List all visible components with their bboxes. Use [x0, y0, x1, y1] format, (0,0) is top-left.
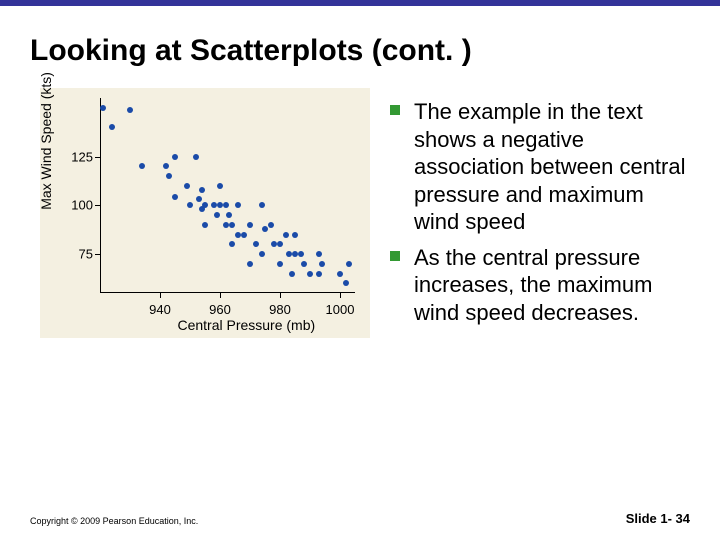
chart-area: Max Wind Speed (kts) Central Pressure (m… [0, 88, 380, 338]
data-point [184, 183, 190, 189]
data-point [277, 261, 283, 267]
x-axis-line [100, 292, 355, 293]
data-point [100, 105, 106, 111]
slide-number: Slide 1- 34 [626, 511, 690, 526]
data-point [163, 163, 169, 169]
x-tick [160, 293, 161, 298]
x-tick-label: 1000 [326, 302, 355, 317]
data-point [214, 212, 220, 218]
data-point [307, 271, 313, 277]
data-point [229, 241, 235, 247]
y-tick [95, 254, 100, 255]
bullet-text: The example in the text shows a negative… [414, 98, 690, 236]
data-point [139, 163, 145, 169]
top-accent-bar [0, 0, 720, 6]
data-point [283, 232, 289, 238]
x-tick [280, 293, 281, 298]
x-tick [220, 293, 221, 298]
data-point [109, 124, 115, 130]
x-tick-label: 940 [149, 302, 171, 317]
data-point [343, 280, 349, 286]
plot-region: 751001259409609801000 [100, 98, 355, 293]
data-point [166, 173, 172, 179]
scatter-chart: Max Wind Speed (kts) Central Pressure (m… [40, 88, 370, 338]
y-axis-line [100, 98, 101, 293]
data-point [229, 222, 235, 228]
data-point [259, 251, 265, 257]
data-point [172, 154, 178, 160]
y-axis-label: Max Wind Speed (kts) [38, 72, 54, 210]
bullet-square-icon [390, 251, 400, 261]
x-tick-label: 980 [269, 302, 291, 317]
data-point [193, 154, 199, 160]
data-point [127, 107, 133, 113]
data-point [259, 202, 265, 208]
data-point [226, 212, 232, 218]
x-axis-label: Central Pressure (mb) [177, 317, 315, 333]
data-point [223, 202, 229, 208]
y-tick-label: 125 [71, 149, 93, 164]
x-tick-label: 960 [209, 302, 231, 317]
data-point [187, 202, 193, 208]
data-point [298, 251, 304, 257]
copyright-text: Copyright © 2009 Pearson Education, Inc. [30, 516, 198, 526]
bullet-list: The example in the text shows a negative… [380, 88, 720, 338]
bullet-item: The example in the text shows a negative… [390, 98, 690, 236]
data-point [241, 232, 247, 238]
y-tick [95, 157, 100, 158]
data-point [289, 271, 295, 277]
data-point [262, 226, 268, 232]
data-point [316, 251, 322, 257]
data-point [268, 222, 274, 228]
y-tick [95, 205, 100, 206]
slide-title: Looking at Scatterplots (cont. ) [30, 34, 720, 68]
data-point [337, 271, 343, 277]
data-point [217, 183, 223, 189]
data-point [196, 196, 202, 202]
bullet-text: As the central pressure increases, the m… [414, 244, 690, 327]
data-point [235, 202, 241, 208]
data-point [202, 202, 208, 208]
data-point [199, 187, 205, 193]
x-tick [340, 293, 341, 298]
bullet-item: As the central pressure increases, the m… [390, 244, 690, 327]
data-point [247, 222, 253, 228]
data-point [319, 261, 325, 267]
y-tick-label: 75 [79, 247, 93, 262]
data-point [172, 194, 178, 200]
content-row: Max Wind Speed (kts) Central Pressure (m… [0, 88, 720, 338]
bullet-square-icon [390, 105, 400, 115]
data-point [277, 241, 283, 247]
data-point [346, 261, 352, 267]
y-tick-label: 100 [71, 198, 93, 213]
data-point [316, 271, 322, 277]
data-point [247, 261, 253, 267]
data-point [253, 241, 259, 247]
data-point [202, 222, 208, 228]
data-point [292, 232, 298, 238]
data-point [301, 261, 307, 267]
